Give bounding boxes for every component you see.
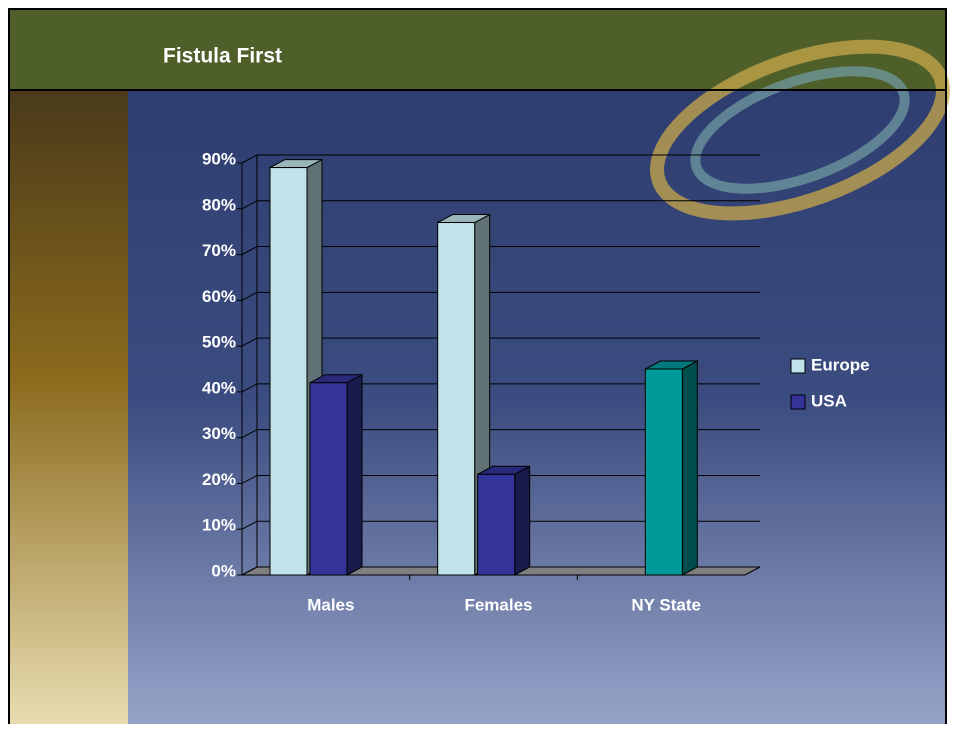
y-tick-label: 60% — [202, 287, 236, 306]
grid-line — [241, 337, 258, 347]
slide-title: Fistula First — [163, 45, 282, 68]
grid-line — [241, 291, 258, 301]
y-tick-label: 20% — [202, 470, 236, 489]
y-tick-label: 10% — [202, 516, 236, 535]
bar-front — [477, 473, 516, 576]
grid-line — [241, 429, 258, 439]
bar-side — [514, 465, 531, 576]
grid-line — [241, 383, 258, 393]
y-tick-label: 80% — [202, 195, 236, 214]
y-tick-label: 0% — [211, 561, 236, 580]
bar-side — [681, 360, 698, 576]
bar — [309, 373, 363, 576]
y-tick-label: 40% — [202, 378, 236, 397]
y-tick-label: 70% — [202, 241, 236, 260]
side-strip — [9, 90, 128, 724]
bar-side — [346, 373, 363, 576]
bar-front — [309, 382, 348, 576]
bar — [644, 360, 698, 576]
legend-label: Europe — [811, 355, 870, 374]
bar — [477, 465, 531, 576]
legend-swatch — [790, 358, 806, 374]
title-bar — [9, 9, 946, 90]
grid-line — [241, 200, 258, 210]
swirl — [650, 39, 950, 221]
grid-line — [241, 566, 258, 576]
grid-line — [241, 475, 258, 484]
legend-label: USA — [811, 391, 847, 410]
grid-line — [241, 246, 258, 255]
bar — [437, 213, 491, 576]
x-tick-label: Females — [464, 595, 532, 614]
y-tick-label: 50% — [202, 333, 236, 352]
grid-line — [241, 520, 258, 530]
bar-front — [437, 222, 476, 576]
grid-line — [241, 154, 258, 164]
x-tick-label: NY State — [631, 595, 701, 614]
y-tick-label: 90% — [202, 149, 236, 168]
bar-front — [644, 368, 683, 576]
legend-swatch — [790, 394, 806, 410]
y-tick-label: 30% — [202, 424, 236, 443]
bar-front — [269, 167, 308, 576]
x-tick-label: Males — [307, 595, 354, 614]
